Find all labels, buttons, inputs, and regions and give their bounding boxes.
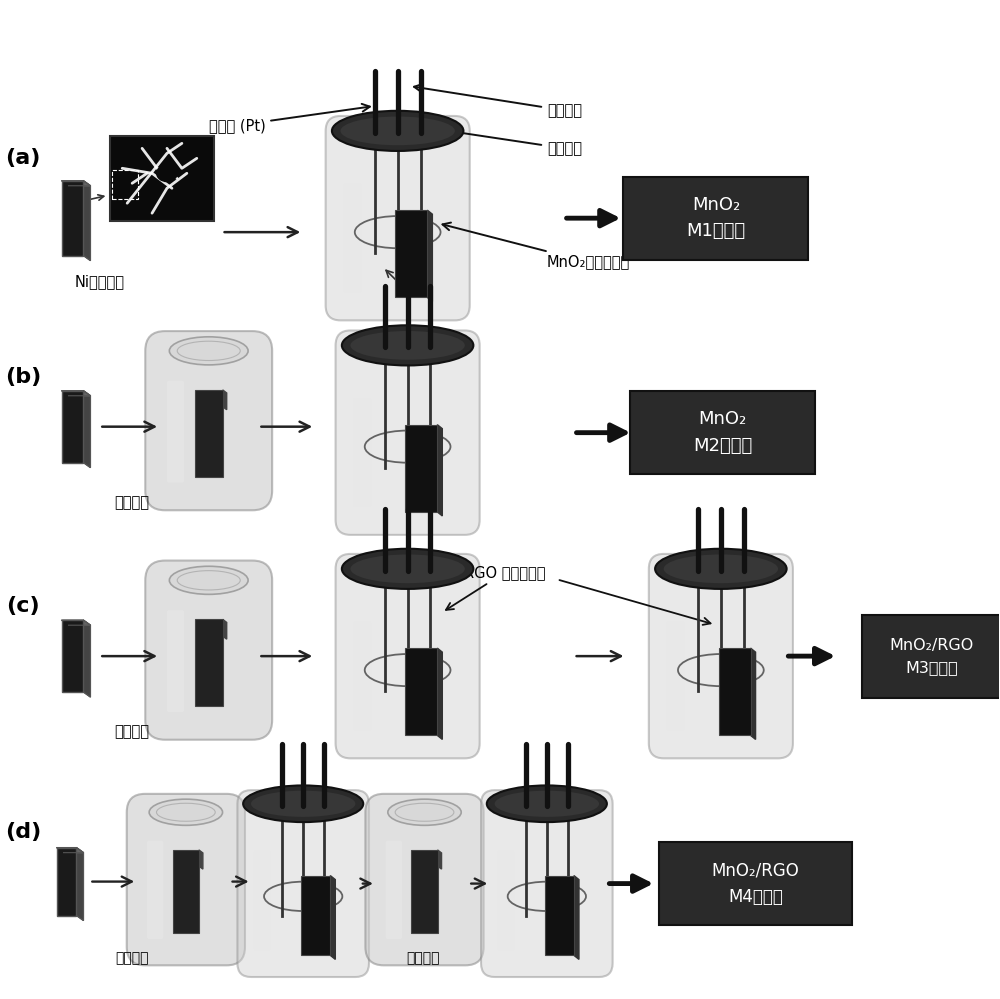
FancyBboxPatch shape — [386, 841, 402, 939]
Bar — [195, 390, 223, 477]
Bar — [411, 850, 438, 933]
Polygon shape — [751, 648, 756, 739]
FancyBboxPatch shape — [145, 560, 272, 739]
Polygon shape — [574, 875, 579, 959]
Polygon shape — [330, 875, 335, 959]
FancyBboxPatch shape — [659, 842, 852, 925]
Ellipse shape — [342, 326, 473, 366]
Polygon shape — [438, 850, 442, 869]
FancyBboxPatch shape — [326, 116, 470, 321]
Ellipse shape — [350, 331, 465, 360]
Text: 酒精浸演: 酒精浸演 — [115, 951, 149, 965]
FancyBboxPatch shape — [336, 553, 480, 758]
Text: (a): (a) — [5, 148, 40, 168]
Text: RGO 沉积电解质: RGO 沉积电解质 — [446, 564, 546, 610]
FancyBboxPatch shape — [649, 553, 793, 758]
Ellipse shape — [342, 548, 473, 589]
FancyBboxPatch shape — [147, 841, 163, 939]
Bar — [395, 210, 427, 298]
Ellipse shape — [156, 164, 178, 182]
FancyBboxPatch shape — [630, 392, 815, 475]
Bar — [62, 391, 83, 463]
FancyBboxPatch shape — [237, 790, 369, 977]
FancyBboxPatch shape — [254, 851, 270, 950]
Bar — [57, 848, 76, 915]
Ellipse shape — [169, 337, 248, 365]
Text: MnO₂沉积电解质: MnO₂沉积电解质 — [442, 223, 630, 270]
FancyBboxPatch shape — [353, 399, 371, 506]
Polygon shape — [62, 391, 90, 396]
FancyBboxPatch shape — [623, 177, 808, 260]
Ellipse shape — [495, 790, 599, 817]
Text: MnO₂
M2号样品: MnO₂ M2号样品 — [693, 411, 752, 455]
Bar — [173, 850, 199, 933]
Polygon shape — [62, 620, 90, 625]
Bar — [110, 136, 214, 221]
Text: MnO₂
M1号样品: MnO₂ M1号样品 — [686, 196, 745, 241]
Bar — [62, 181, 83, 256]
Polygon shape — [83, 391, 90, 468]
Ellipse shape — [388, 799, 461, 825]
Text: (c): (c) — [6, 596, 40, 616]
Polygon shape — [76, 848, 83, 920]
Ellipse shape — [655, 548, 787, 589]
Ellipse shape — [243, 785, 363, 822]
Polygon shape — [223, 390, 227, 410]
FancyBboxPatch shape — [167, 610, 184, 712]
Text: 酒精浸演: 酒精浸演 — [406, 951, 439, 965]
Text: (d): (d) — [5, 822, 41, 842]
Bar — [405, 648, 437, 735]
FancyBboxPatch shape — [365, 794, 484, 965]
Text: MnO₂/RGO
M4号样品: MnO₂/RGO M4号样品 — [712, 861, 800, 906]
Bar — [301, 875, 330, 955]
Bar — [195, 619, 223, 706]
Ellipse shape — [664, 554, 778, 583]
FancyBboxPatch shape — [127, 794, 245, 965]
Bar — [405, 425, 437, 511]
Text: MnO₂/RGO
M3号样品: MnO₂/RGO M3号样品 — [890, 637, 974, 674]
Ellipse shape — [251, 790, 355, 817]
Polygon shape — [83, 620, 90, 697]
FancyBboxPatch shape — [862, 614, 1000, 697]
FancyBboxPatch shape — [498, 851, 514, 950]
Ellipse shape — [332, 111, 463, 151]
Polygon shape — [62, 181, 90, 186]
Ellipse shape — [149, 799, 223, 825]
Polygon shape — [427, 210, 432, 302]
FancyBboxPatch shape — [481, 790, 613, 977]
Text: (b): (b) — [5, 367, 41, 387]
Ellipse shape — [487, 785, 607, 822]
Text: 对电极 (Pt): 对电极 (Pt) — [209, 104, 370, 133]
Polygon shape — [199, 850, 203, 869]
FancyBboxPatch shape — [667, 621, 684, 730]
Text: 酒精浸演: 酒精浸演 — [115, 495, 150, 510]
FancyBboxPatch shape — [336, 331, 480, 534]
Bar — [62, 620, 83, 692]
Text: Ni泡沫衬底: Ni泡沫衬底 — [74, 275, 124, 290]
Polygon shape — [437, 425, 442, 515]
FancyBboxPatch shape — [353, 621, 371, 730]
Bar — [545, 875, 574, 955]
FancyBboxPatch shape — [145, 331, 272, 510]
Text: 酒精浸演: 酒精浸演 — [115, 724, 150, 739]
Bar — [112, 170, 138, 200]
Ellipse shape — [169, 566, 248, 594]
Polygon shape — [437, 648, 442, 739]
Polygon shape — [57, 848, 83, 853]
Ellipse shape — [350, 554, 465, 583]
FancyBboxPatch shape — [343, 184, 361, 293]
Bar — [719, 648, 751, 735]
Text: 参比电极: 参比电极 — [414, 84, 582, 118]
FancyBboxPatch shape — [167, 381, 184, 483]
Polygon shape — [223, 619, 227, 639]
Ellipse shape — [340, 117, 455, 145]
Polygon shape — [83, 181, 90, 261]
Text: 工作电极: 工作电极 — [420, 124, 582, 156]
